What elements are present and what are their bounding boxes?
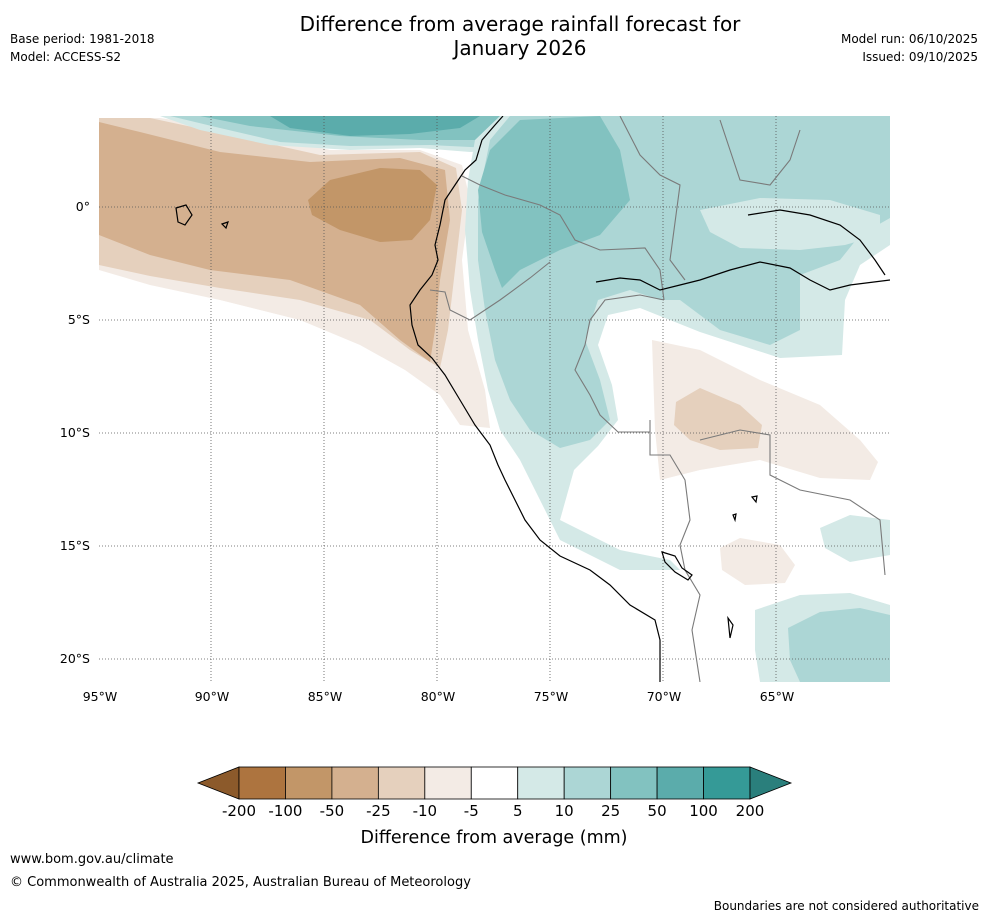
island-small-2 bbox=[732, 513, 737, 523]
anomaly-dry-land-5b bbox=[720, 538, 795, 585]
lat-labels: 0° 5°S 10°S 15°S 20°S bbox=[60, 199, 90, 666]
coastline-pacific bbox=[409, 116, 661, 682]
lon-label-75w: 75°W bbox=[534, 689, 569, 704]
legend-tick-label: 50 bbox=[648, 802, 667, 820]
legend-cell bbox=[656, 766, 704, 800]
island-galapagos-2 bbox=[220, 221, 229, 230]
legend-cell bbox=[285, 766, 333, 800]
border-peru-brazil bbox=[574, 294, 665, 433]
meta-left: Base period: 1981-2018 Model: ACCESS-S2 bbox=[10, 30, 155, 66]
anomaly-wet-se-10 bbox=[788, 608, 890, 682]
base-period-text: Base period: 1981-2018 bbox=[10, 32, 155, 46]
legend-cell bbox=[563, 766, 612, 800]
legend-tick-label: -100 bbox=[268, 802, 302, 820]
coastline-amazon-north bbox=[747, 209, 886, 276]
legend-tick-label: -5 bbox=[464, 802, 479, 820]
legend-tick-label: -10 bbox=[413, 802, 438, 820]
border-colombia-ecuador-peru bbox=[461, 175, 665, 301]
island-small-1 bbox=[750, 495, 758, 504]
island-galapagos-1 bbox=[175, 204, 193, 226]
footer-copyright: © Commonwealth of Australia 2025, Austra… bbox=[10, 875, 471, 890]
legend-cell bbox=[610, 766, 658, 800]
lat-label-0: 0° bbox=[76, 199, 90, 214]
legend-tick-label: 100 bbox=[689, 802, 718, 820]
legend-cell bbox=[517, 766, 565, 800]
legend-cell bbox=[470, 766, 519, 800]
lat-label-20s: 20°S bbox=[60, 651, 90, 666]
legend-cell bbox=[703, 766, 751, 800]
lon-label-65w: 65°W bbox=[760, 689, 795, 704]
border-colombia-venezuela bbox=[719, 119, 801, 186]
lon-label-90w: 90°W bbox=[195, 689, 230, 704]
legend-tick-label: -25 bbox=[366, 802, 391, 820]
anomaly-dry-land-10 bbox=[674, 388, 762, 450]
lon-label-85w: 85°W bbox=[308, 689, 343, 704]
legend-arrow-right bbox=[749, 766, 793, 800]
gridlines bbox=[99, 116, 890, 682]
lon-label-80w: 80°W bbox=[421, 689, 456, 704]
legend-cell bbox=[331, 766, 379, 800]
footer-disclaimer: Boundaries are not considered authoritat… bbox=[713, 899, 979, 913]
coastlines bbox=[175, 116, 890, 682]
island-lake-titicaca bbox=[661, 551, 693, 581]
legend-title: Difference from average (mm) bbox=[360, 828, 627, 848]
legend-tick-label: 10 bbox=[555, 802, 574, 820]
map-title: Difference from average rainfall forecas… bbox=[190, 12, 850, 60]
neutral-patch-2 bbox=[700, 198, 880, 250]
legend-tick-label: 200 bbox=[736, 802, 765, 820]
border-bolivia-brazil bbox=[699, 429, 886, 576]
legend-cell bbox=[377, 766, 426, 800]
rainfall-map bbox=[99, 116, 890, 682]
legend-cell bbox=[424, 766, 472, 800]
colorbar-legend: -200 -100 -50 -25 -10 -5 5 10 25 50 100 200 Differe… bbox=[196, 766, 793, 848]
lat-label-10s: 10°S bbox=[60, 425, 90, 440]
legend-tick-label: 25 bbox=[601, 802, 620, 820]
model-text: Model: ACCESS-S2 bbox=[10, 50, 122, 64]
lon-label-95w: 95°W bbox=[83, 689, 118, 704]
lon-label-70w: 70°W bbox=[647, 689, 682, 704]
legend-ticks: -200 -100 -50 -25 -10 -5 5 10 25 50 100 200 bbox=[222, 802, 764, 820]
legend-cell bbox=[238, 766, 286, 800]
legend-cells bbox=[238, 766, 751, 800]
model-run-text: Model run: 06/10/2025 bbox=[840, 32, 978, 46]
legend-tick-label: -200 bbox=[222, 802, 256, 820]
anomaly-wet-e-5 bbox=[820, 515, 890, 562]
anomaly-wet-land-25 bbox=[478, 116, 630, 288]
legend-tick-label: 5 bbox=[513, 802, 523, 820]
footer-url[interactable]: www.bom.gov.au/climate bbox=[10, 852, 174, 867]
issued-text: Issued: 09/10/2025 bbox=[862, 50, 978, 64]
lat-label-5s: 5°S bbox=[68, 312, 90, 327]
meta-right: Model run: 06/10/2025 Issued: 09/10/2025 bbox=[841, 30, 978, 66]
border-peru-bolivia bbox=[649, 420, 701, 682]
island-small-3 bbox=[727, 615, 734, 639]
anomaly-wet-50 bbox=[270, 116, 480, 136]
title-line-1: Difference from average rainfall forecas… bbox=[299, 12, 741, 36]
legend-arrow-left bbox=[196, 766, 240, 800]
border-ecuador-peru bbox=[429, 261, 551, 321]
border-venezuela-brazil bbox=[619, 116, 686, 281]
legend-tick-label: -50 bbox=[320, 802, 345, 820]
lat-label-15s: 15°S bbox=[60, 538, 90, 553]
lon-labels: 95°W 90°W 85°W 80°W 75°W 70°W 65°W bbox=[83, 689, 795, 704]
anomaly-dry-minus50 bbox=[308, 168, 437, 242]
country-borders bbox=[429, 116, 886, 682]
coastline-amazon-river bbox=[595, 261, 890, 291]
title-line-2: January 2026 bbox=[453, 36, 587, 60]
